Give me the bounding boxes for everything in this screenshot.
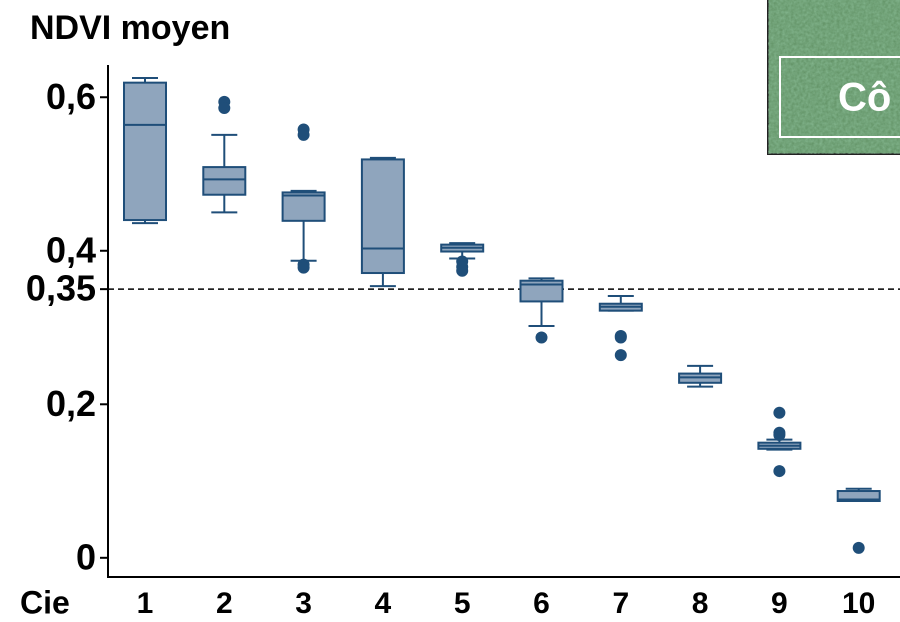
y-tick-label: 0,2 bbox=[46, 383, 96, 424]
x-tick-label: 3 bbox=[295, 587, 312, 620]
outlier bbox=[297, 261, 310, 274]
outlier bbox=[773, 406, 786, 419]
outlier bbox=[852, 541, 865, 554]
x-tick-label: 6 bbox=[533, 587, 550, 620]
chart-title: NDVI moyen bbox=[30, 9, 230, 47]
outlier bbox=[614, 349, 627, 362]
inset-label: Cô bbox=[838, 76, 891, 120]
x-tick-label: 8 bbox=[692, 587, 709, 620]
x-tick-label: 9 bbox=[771, 587, 788, 620]
outlier bbox=[218, 101, 231, 114]
outlier bbox=[614, 331, 627, 344]
box bbox=[281, 191, 326, 222]
box bbox=[519, 279, 564, 303]
inset-frame bbox=[779, 56, 900, 138]
x-tick-label: 5 bbox=[454, 587, 471, 620]
box bbox=[360, 158, 405, 275]
y-tick-label: 0 bbox=[76, 536, 96, 577]
x-tick-label: 10 bbox=[842, 587, 875, 620]
box bbox=[202, 166, 247, 196]
outlier bbox=[773, 428, 786, 441]
x-tick-label: 2 bbox=[216, 587, 233, 620]
outlier bbox=[297, 128, 310, 141]
y-tick-label: 0,6 bbox=[46, 76, 96, 117]
y-tick-label: 0,4 bbox=[46, 229, 96, 270]
x-axis-label: Cie bbox=[20, 584, 70, 620]
inset-image: Cô bbox=[767, 0, 900, 155]
x-tick-label: 7 bbox=[612, 587, 629, 620]
x-tick-label: 4 bbox=[375, 587, 392, 620]
y-tick-label: 0,35 bbox=[26, 268, 96, 309]
box bbox=[123, 81, 167, 222]
outlier bbox=[773, 465, 786, 478]
x-tick-label: 1 bbox=[137, 587, 154, 620]
outlier bbox=[535, 331, 548, 344]
box bbox=[836, 490, 881, 503]
inset-texture bbox=[768, 0, 900, 154]
outlier bbox=[456, 264, 469, 277]
